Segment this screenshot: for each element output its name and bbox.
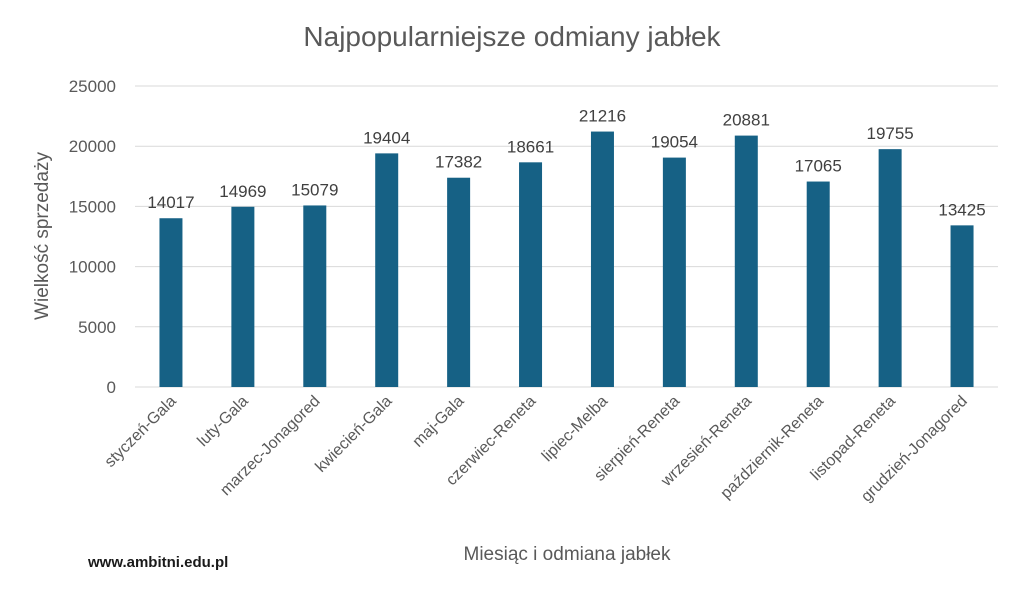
- bars: [159, 131, 974, 387]
- category-labels: styczeń-Gala luty-Galamarzec-Jonagoredkwi…: [102, 393, 971, 506]
- data-label: 21216: [579, 107, 626, 126]
- bar: [734, 135, 758, 387]
- x-tick-label: maj-Gala: [410, 393, 468, 451]
- data-label: 14017: [147, 193, 194, 212]
- bar: [950, 225, 974, 387]
- bar: [878, 149, 902, 387]
- y-tick-label: 15000: [69, 197, 116, 216]
- data-labels: 14017 14969 15079 19404 17382 18661 21216 19054…: [147, 107, 985, 220]
- data-label: 17382: [435, 153, 482, 172]
- bar: [590, 131, 614, 387]
- bar: [447, 177, 471, 387]
- gridlines: [135, 85, 998, 388]
- data-label: 14969: [219, 182, 266, 201]
- x-tick-label: styczeń-Gala: [102, 393, 180, 471]
- data-label: 17065: [795, 157, 842, 176]
- bar: [231, 206, 255, 387]
- data-label: 20881: [723, 111, 770, 130]
- y-tick-label: 25000: [69, 77, 116, 96]
- data-label: 19755: [866, 124, 913, 143]
- x-axis-title: Miesiąc i odmiana jabłek: [464, 544, 671, 565]
- data-label: 18661: [507, 137, 554, 156]
- data-label: 19404: [363, 128, 410, 147]
- data-label: 13425: [938, 200, 985, 219]
- x-tick-label: kwiecień-Gala: [312, 393, 395, 476]
- bar: [519, 162, 543, 387]
- x-tick-label: luty-Gala: [194, 393, 251, 450]
- x-tick-label: lipiec-Melba: [539, 393, 611, 465]
- y-axis-ticks: 0 5000 10000 15000 20000 25000: [69, 77, 116, 397]
- y-axis-title: Wielkość sprzedaży: [32, 152, 53, 320]
- y-tick-label: 10000: [69, 258, 116, 277]
- data-label: 15079: [291, 180, 338, 199]
- y-tick-label: 5000: [78, 318, 116, 337]
- bar: [662, 157, 686, 387]
- bar: [806, 181, 830, 387]
- website-footer: www.ambitni.edu.pl: [88, 554, 229, 571]
- bar: [375, 153, 399, 387]
- bar: [159, 218, 183, 387]
- bar: [303, 205, 327, 387]
- y-tick-label: 0: [107, 378, 116, 397]
- data-label: 19054: [651, 133, 698, 152]
- y-tick-label: 20000: [69, 137, 116, 156]
- chart-title: Najpopularniejsze odmiany jabłek: [303, 21, 721, 52]
